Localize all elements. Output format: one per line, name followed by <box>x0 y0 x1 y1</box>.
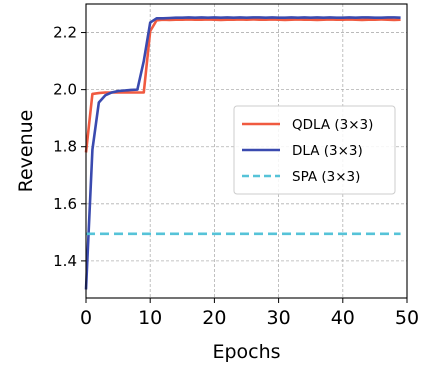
series-layer <box>84 16 401 290</box>
x-tick-label: 10 <box>138 307 162 329</box>
legend-box <box>233 105 396 195</box>
legend-label-1: DLA (3×3) <box>292 143 363 159</box>
x-tick-label: 0 <box>80 307 92 329</box>
y-tick-label: 1.6 <box>53 195 77 213</box>
x-tick-label: 40 <box>331 307 355 329</box>
x-tick-label: 20 <box>202 307 226 329</box>
y-axis-title: Revenue <box>15 110 37 193</box>
y-tick-label: 1.8 <box>53 138 77 156</box>
plot-frame <box>85 3 408 299</box>
legend: QDLA (3×3) DLA (3×3) SPA (3×3) <box>233 105 396 195</box>
x-tick-label: 50 <box>395 307 419 329</box>
legend-label-2: SPA (3×3) <box>292 169 360 185</box>
x-tick-label: 30 <box>267 307 291 329</box>
axes: 0 10 20 30 40 50 1.4 1.6 1.8 2.0 2.2 Epochs Revenue <box>15 3 419 363</box>
series-line-0 <box>84 18 401 153</box>
legend-label-0: QDLA (3×3) <box>292 117 373 133</box>
y-tick-label: 2.0 <box>53 81 77 99</box>
series-line-1 <box>84 16 401 290</box>
y-tick-label: 1.4 <box>53 252 77 270</box>
x-axis-title: Epochs <box>212 341 280 363</box>
y-tick-label: 2.2 <box>53 24 77 42</box>
